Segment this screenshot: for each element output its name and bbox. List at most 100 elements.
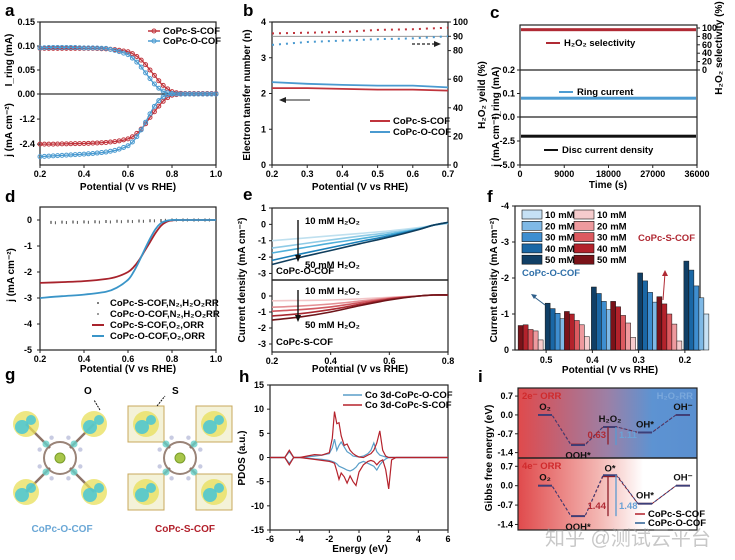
y-tick-label: 1 bbox=[261, 124, 266, 134]
x-tick-label: 0.8 bbox=[166, 169, 179, 179]
annotation-s-cof: CoPc-S-COF bbox=[638, 233, 695, 244]
x-tick-label: 4 bbox=[416, 534, 421, 544]
legend-label: 40 mM bbox=[597, 244, 627, 255]
data-point bbox=[151, 81, 157, 87]
data-point bbox=[121, 144, 127, 150]
legend-marker bbox=[97, 313, 99, 315]
legend-label: CoPc-S-COF,N₂,H₂O₂RR bbox=[110, 298, 219, 309]
data-point bbox=[147, 67, 153, 73]
barrier-value-o: 1.11 bbox=[619, 430, 638, 441]
bar bbox=[630, 337, 636, 351]
pdos-up-0 bbox=[270, 438, 448, 459]
data-point bbox=[213, 91, 219, 97]
legend-swatch bbox=[521, 254, 543, 265]
x-tick-label: 0.2 bbox=[34, 354, 47, 364]
bar bbox=[584, 336, 590, 351]
y-axis-label: Gibbs free energy (eV) bbox=[484, 405, 495, 512]
state-label: O* bbox=[604, 463, 615, 474]
bar bbox=[666, 313, 673, 351]
y-axis-label: PDOS (a.u.) bbox=[237, 430, 248, 485]
y-tick-label: 15 bbox=[254, 380, 264, 390]
y-tick-label: -3 bbox=[258, 268, 266, 278]
annotation-bottom: 50 mM H₂O₂ bbox=[305, 320, 360, 331]
n-line-1 bbox=[271, 81, 449, 89]
atom-n bbox=[157, 447, 162, 452]
x-tick-label: 0.5 bbox=[371, 169, 384, 179]
data-point bbox=[103, 149, 109, 155]
charge-density-cyan bbox=[203, 420, 217, 434]
bar bbox=[676, 340, 683, 351]
y2-tick-label: 40 bbox=[453, 103, 463, 113]
x-axis-label: Energy (eV) bbox=[332, 544, 388, 555]
charge-density-inner bbox=[190, 468, 198, 476]
state-label: OOH* bbox=[565, 451, 591, 462]
panel-b-frame bbox=[271, 21, 449, 166]
subplot-title: 4e⁻ ORR bbox=[522, 461, 561, 472]
state-label: OH⁻ bbox=[673, 473, 692, 484]
y-axis-label-bottom: j (mA cm⁻²) bbox=[491, 113, 502, 168]
y-tick-label: 0 bbox=[261, 291, 266, 301]
x-tick-label: 0.2 bbox=[266, 356, 279, 366]
x-tick-label: 18000 bbox=[596, 169, 621, 179]
atom-n bbox=[66, 476, 71, 481]
y-tick-label: -1.4 bbox=[497, 519, 513, 529]
y-axis-label-left: Electron tansfer number (n) bbox=[242, 29, 253, 160]
caption-o-cof: CoPc-O-COF bbox=[31, 524, 92, 535]
atom-n bbox=[66, 435, 71, 440]
atom-n bbox=[49, 476, 54, 481]
y-tick-label: -0.7 bbox=[497, 429, 513, 439]
x-tick-label: 0.3 bbox=[301, 169, 314, 179]
legend-label: 10 mM bbox=[597, 210, 627, 221]
data-point bbox=[116, 138, 122, 144]
data-point bbox=[134, 59, 140, 65]
data-point bbox=[129, 139, 135, 145]
label-s: S bbox=[172, 386, 179, 397]
data-point bbox=[143, 119, 149, 125]
bar bbox=[522, 324, 529, 351]
bar bbox=[647, 292, 653, 351]
x-tick-label: -4 bbox=[296, 534, 304, 544]
data-point bbox=[138, 127, 144, 133]
y-tick-label: 0.7 bbox=[500, 461, 513, 471]
atom-n bbox=[186, 476, 191, 481]
bar bbox=[517, 325, 524, 351]
annotation-top: 10 mM H₂O₂ bbox=[305, 286, 360, 297]
pdos-down-0 bbox=[270, 456, 448, 472]
bar bbox=[615, 306, 621, 351]
x-axis-label: Time (s) bbox=[589, 180, 627, 191]
data-point bbox=[134, 53, 140, 59]
charge-density-inner bbox=[42, 440, 50, 448]
atom-n bbox=[157, 464, 162, 469]
legend-label: CoPc-O-COF bbox=[648, 518, 706, 529]
trend-arrow-red bbox=[662, 272, 666, 301]
data-point bbox=[121, 50, 127, 56]
cobalt-center bbox=[174, 452, 186, 464]
y-tick-label: -3 bbox=[24, 293, 32, 303]
y-tick-label: 1 bbox=[261, 203, 266, 213]
data-point bbox=[160, 88, 166, 94]
x-tick-label: 0 bbox=[356, 534, 361, 544]
y2-tick-label: 80 bbox=[453, 46, 463, 56]
x-tick-label: 36000 bbox=[684, 169, 709, 179]
data-point bbox=[147, 76, 153, 82]
charge-density-cyan bbox=[203, 488, 217, 502]
charge-density-inner bbox=[162, 440, 170, 448]
y-axis-label: Current density (mA cm⁻²) bbox=[489, 218, 500, 343]
state-label: OOH* bbox=[565, 522, 591, 533]
data-point bbox=[143, 62, 149, 68]
x-tick-label: 0.7 bbox=[442, 169, 455, 179]
charge-density-cyan bbox=[94, 483, 104, 493]
series-trace-0 bbox=[521, 28, 696, 32]
y-tick-label: 0 bbox=[261, 160, 266, 170]
data-point bbox=[121, 137, 127, 143]
y-tick-label: 3 bbox=[261, 53, 266, 63]
x-tick-label: 0.6 bbox=[122, 354, 135, 364]
data-point bbox=[160, 94, 166, 100]
panel-label-g: g bbox=[5, 365, 15, 384]
state-label: O₂ bbox=[539, 402, 551, 413]
data-point bbox=[116, 146, 122, 152]
orr-curve-2 bbox=[39, 219, 216, 284]
atom-n bbox=[49, 435, 54, 440]
y-tick-label: -2 bbox=[501, 273, 509, 283]
legend-label: 50 mM bbox=[597, 255, 627, 266]
